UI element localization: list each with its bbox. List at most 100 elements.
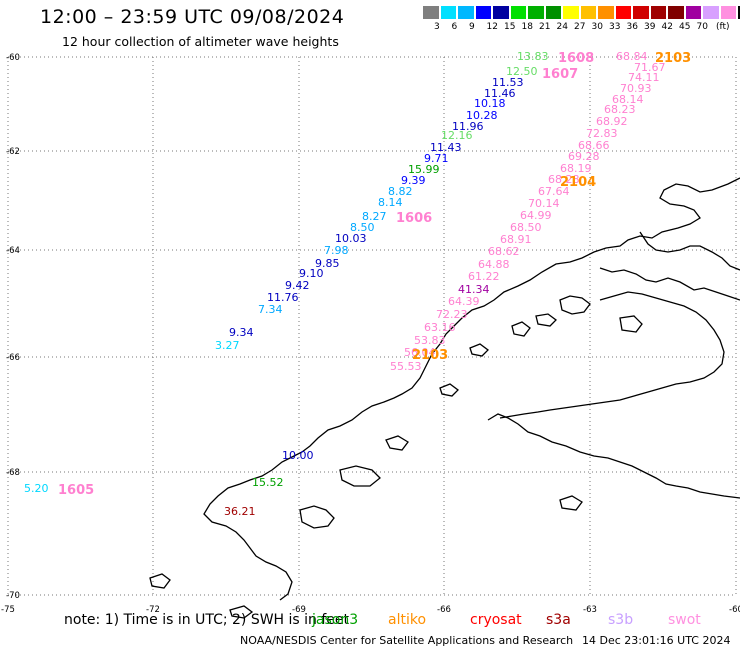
- island-4: [619, 315, 643, 333]
- legend-swatch: [649, 5, 667, 20]
- satellite-pass-id: 2104: [560, 175, 596, 190]
- wave-height-reading: 9.85: [315, 257, 340, 270]
- page-subtitle: 12 hour collection of altimeter wave hei…: [62, 34, 339, 49]
- legend-swatch: [492, 5, 510, 20]
- wave-height-reading: 61.22: [468, 270, 500, 283]
- satellite-pass-id: 1607: [542, 67, 578, 82]
- legend-label: 21: [539, 22, 551, 32]
- wave-height-reading: 67.64: [538, 185, 570, 198]
- wave-height-reading: 3.27: [215, 339, 240, 352]
- wave-height-reading: 8.14: [378, 196, 403, 209]
- legend-label: 15: [504, 22, 516, 32]
- island-12: [559, 495, 583, 511]
- credit-text: NOAA/NESDIS Center for Satellite Applica…: [240, 634, 574, 647]
- legend-label: 24: [556, 22, 568, 32]
- wave-height-reading: 36.21: [224, 505, 256, 518]
- satellite-pass-id: 1608: [558, 51, 594, 66]
- wave-height-reading: 64.99: [520, 209, 552, 222]
- wave-height-reading: 74.11: [628, 71, 660, 84]
- wave-height-reading: 71.67: [634, 61, 666, 74]
- island-8: [339, 465, 381, 487]
- island-1: [559, 295, 591, 315]
- note-text: note: 1) Time is in UTC; 2) SWH is in fe…: [64, 612, 350, 628]
- legend-label: 6: [451, 22, 458, 32]
- legend-label: 42: [661, 22, 673, 32]
- wave-height-reading: 68.28: [548, 173, 580, 186]
- wave-height-readings: 13.83 12.5011.5311.4610.1810.2811.9612.16…: [24, 50, 666, 518]
- generated-timestamp: 14 Dec 23:01:16 UTC 2024: [582, 634, 731, 647]
- latitude-label: -68: [6, 468, 20, 478]
- wave-height-reading: 9.34: [229, 326, 254, 339]
- wave-height-reading: 68.19: [560, 162, 592, 175]
- wave-height-reading: 7.98: [324, 244, 349, 257]
- wave-height-reading: 68.66: [578, 139, 610, 152]
- legend-label: 9: [469, 22, 475, 32]
- legend-swatch: [597, 5, 615, 20]
- legend-label: 30: [591, 22, 603, 32]
- longitude-label: -72: [146, 605, 160, 615]
- legend-swatch: [614, 5, 632, 20]
- wave-height-reading: 68.91: [500, 233, 532, 246]
- satellite-legend-item: altiko: [388, 612, 427, 628]
- coastline-island-chain: [599, 267, 740, 301]
- island-6: [439, 383, 459, 397]
- wave-height-reading: 15.99: [408, 163, 440, 176]
- legend-swatch: [509, 5, 527, 20]
- page-title: 12:00 – 23:59 UTC 09/08/2024: [40, 6, 345, 28]
- legend-swatch: [439, 5, 457, 20]
- satellite-legend-item: swot: [668, 612, 701, 628]
- legend-swatch: [527, 5, 545, 20]
- legend-swatch: [719, 5, 737, 20]
- satellite-legend-item: s3a: [546, 612, 571, 628]
- wave-height-reading: 11.46: [484, 87, 516, 100]
- satellite-legend-item: cryosat: [470, 612, 522, 628]
- wave-height-reading: 64.88: [478, 258, 510, 271]
- wave-height-reading: 9.10: [299, 267, 324, 280]
- wave-height-reading: 56.04: [404, 346, 436, 359]
- legend-swatch: [544, 5, 562, 20]
- legend-swatch: [684, 5, 702, 20]
- legend-label: 70: [696, 22, 708, 32]
- island-5: [469, 343, 489, 357]
- longitude-label: -60: [729, 605, 740, 615]
- wave-height-reading: 8.50: [350, 221, 375, 234]
- legend-label: 27: [574, 22, 586, 32]
- satellite-pass-id: 1605: [58, 483, 94, 498]
- longitude-label: -75: [1, 605, 15, 615]
- latitude-label: -64: [6, 246, 20, 256]
- wave-height-reading: 9.39: [401, 174, 426, 187]
- wave-height-reading: 64.39: [448, 295, 480, 308]
- legend-swatch: [579, 5, 597, 20]
- legend-label: 45: [679, 22, 691, 32]
- longitude-label: -63: [583, 605, 597, 615]
- island-10: [149, 573, 171, 589]
- coastline-peninsula-east: [487, 413, 740, 499]
- satellite-pass-id: 2103: [412, 348, 448, 363]
- satellite-pass-id: 2103: [655, 51, 691, 66]
- island-11: [229, 605, 254, 619]
- legend-swatch: [702, 5, 720, 20]
- wave-height-reading: 9.71: [424, 152, 449, 165]
- wave-height-reading: 68.23: [604, 103, 636, 116]
- legend-label: 12: [486, 22, 498, 32]
- wave-height-reading: 8.82: [388, 185, 413, 198]
- wave-height-reading: 68.84: [616, 50, 648, 63]
- wave-height-reading: 8.27: [362, 210, 387, 223]
- legend-label: (ft): [716, 22, 730, 32]
- legend-swatch: [667, 5, 685, 20]
- island-7: [299, 505, 335, 529]
- island-3: [511, 321, 531, 337]
- island-9: [385, 435, 409, 451]
- wave-height-legend-labels: 3 6 9 12 15 18 21 24 27 30 33 36 39 42 45 70 (ft): [422, 22, 740, 34]
- legend-swatch: [562, 5, 580, 20]
- legend-swatch: [422, 5, 440, 20]
- legend-label: 36: [626, 22, 638, 32]
- wave-height-reading: 72.23: [436, 308, 468, 321]
- island-2: [535, 313, 557, 327]
- wave-height-reading: 12.16: [441, 129, 473, 142]
- coastline-peninsula-west: [203, 177, 740, 601]
- legend-swatch: [457, 5, 475, 20]
- legend-label: 18: [521, 22, 533, 32]
